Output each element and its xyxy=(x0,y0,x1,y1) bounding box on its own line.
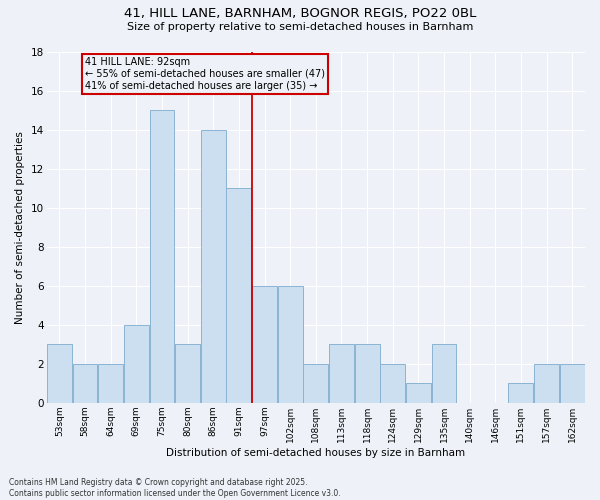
Bar xyxy=(406,384,431,403)
Bar xyxy=(124,324,149,403)
Bar xyxy=(380,364,405,403)
X-axis label: Distribution of semi-detached houses by size in Barnham: Distribution of semi-detached houses by … xyxy=(166,448,466,458)
Bar xyxy=(98,364,123,403)
Bar xyxy=(201,130,226,403)
Bar xyxy=(47,344,72,403)
Y-axis label: Number of semi-detached properties: Number of semi-detached properties xyxy=(15,130,25,324)
Bar xyxy=(175,344,200,403)
Bar xyxy=(508,384,533,403)
Text: 41 HILL LANE: 92sqm
← 55% of semi-detached houses are smaller (47)
41% of semi-d: 41 HILL LANE: 92sqm ← 55% of semi-detach… xyxy=(85,58,325,90)
Bar xyxy=(304,364,328,403)
Bar xyxy=(560,364,584,403)
Bar xyxy=(252,286,277,403)
Bar xyxy=(149,110,175,403)
Bar xyxy=(73,364,97,403)
Bar xyxy=(226,188,251,403)
Text: Contains HM Land Registry data © Crown copyright and database right 2025.
Contai: Contains HM Land Registry data © Crown c… xyxy=(9,478,341,498)
Text: 41, HILL LANE, BARNHAM, BOGNOR REGIS, PO22 0BL: 41, HILL LANE, BARNHAM, BOGNOR REGIS, PO… xyxy=(124,8,476,20)
Bar xyxy=(278,286,302,403)
Bar xyxy=(534,364,559,403)
Text: Size of property relative to semi-detached houses in Barnham: Size of property relative to semi-detach… xyxy=(127,22,473,32)
Bar xyxy=(329,344,354,403)
Bar xyxy=(431,344,457,403)
Bar xyxy=(355,344,380,403)
